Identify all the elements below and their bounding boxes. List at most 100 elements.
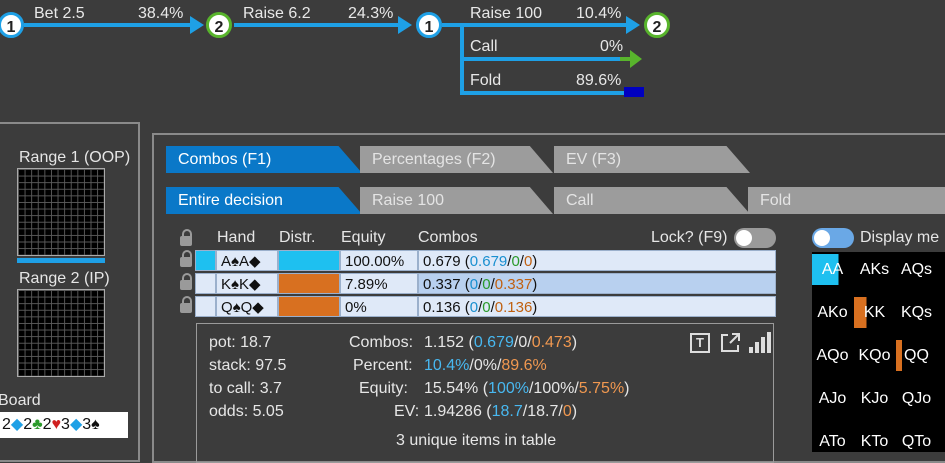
column-header-equity[interactable]: Equity — [341, 229, 386, 246]
action-pct-bet: 38.4% — [138, 5, 184, 22]
stack-value: stack: 97.5 — [209, 357, 287, 374]
action-pct-fold: 89.6% — [576, 72, 622, 89]
combos-cell: 0.679 (0.679/0/0) — [418, 250, 776, 271]
signal-bars-icon[interactable] — [748, 330, 772, 354]
equity-cell: 7.89% — [340, 273, 418, 294]
display-toggle-knob — [814, 230, 830, 246]
card-rank: 3 — [82, 416, 92, 433]
matrix-cell-aqo[interactable]: AQo — [816, 347, 849, 364]
action-pct-call: 0% — [600, 38, 624, 55]
tree-node-oop-3[interactable]: 1 — [416, 12, 442, 38]
card-rank: 3 — [61, 416, 70, 433]
action-label-raise-2[interactable]: Raise 100 — [470, 5, 543, 22]
range-oop-label: Range 1 (OOP) — [19, 149, 131, 166]
row-select-swatch — [195, 296, 216, 317]
combos-cell: 0.136 (0/0/0.136) — [418, 296, 776, 317]
tab-combos[interactable]: Combos (F1) — [166, 146, 362, 173]
lock-toggle-knob — [736, 230, 752, 246]
display-toggle[interactable] — [812, 228, 854, 248]
combos-cell: 0.337 (0/0/0.337) — [418, 273, 776, 294]
to-call-value: to call: 3.7 — [209, 380, 282, 397]
action-label-bet[interactable]: Bet 2.5 — [34, 5, 85, 22]
heart-icon: ♥ — [51, 416, 62, 433]
equity-cell: 100.00% — [340, 250, 418, 271]
range-oop-matrix[interactable] — [17, 168, 105, 256]
distr-bar — [278, 273, 340, 294]
board-card-3: 2♥ — [43, 416, 61, 433]
tree-node-ip-4[interactable]: 2 — [644, 12, 670, 38]
action-label-call[interactable]: Call — [470, 38, 498, 55]
range-oop-selected-bar — [17, 258, 105, 263]
matrix-cell-kk[interactable]: KK — [854, 297, 895, 328]
column-header-distr[interactable]: Distr. — [279, 229, 316, 246]
tree-node-ip-2[interactable]: 2 — [206, 12, 232, 38]
action-label-fold[interactable]: Fold — [470, 72, 502, 89]
tab-ev[interactable]: EV (F3) — [554, 146, 750, 173]
matrix-cell-kjo[interactable]: KJo — [860, 390, 889, 407]
percent-value: 10.4%/0%/89.6% — [424, 357, 547, 374]
lock-toggle[interactable] — [734, 228, 776, 248]
matrix-cell-ato[interactable]: ATo — [819, 433, 846, 450]
text-export-icon[interactable]: T — [690, 333, 710, 353]
popout-icon[interactable] — [718, 331, 742, 355]
ev-label: EV: — [394, 403, 420, 420]
percent-label: Percent: — [353, 357, 413, 374]
card-rank: 2 — [42, 416, 52, 433]
tab-call[interactable]: Call — [554, 187, 750, 214]
ev-value: 1.94286 (18.7/18.7/0) — [424, 403, 578, 420]
club-icon: ♣ — [32, 416, 43, 433]
board-cards[interactable]: 2◆2♣2♥3◆3♠ — [0, 412, 128, 438]
tab-raise-100[interactable]: Raise 100 — [360, 187, 553, 214]
range-ip-matrix[interactable] — [17, 289, 105, 377]
spade-icon: ♠ — [91, 416, 100, 433]
hand-cell: A♠A◆ — [216, 250, 278, 271]
matrix-cell-kqs[interactable]: KQs — [900, 304, 933, 321]
row-lock-icon[interactable] — [180, 273, 192, 290]
row-select-swatch — [195, 250, 216, 271]
tab-percentages[interactable]: Percentages (F2) — [360, 146, 553, 173]
matrix-cell-qto[interactable]: QTo — [901, 433, 932, 450]
matrix-cell-ajo[interactable]: AJo — [818, 390, 847, 407]
tab-entire-decision[interactable]: Entire decision — [166, 187, 362, 214]
card-rank: 2 — [2, 416, 11, 433]
tree-node-oop-1[interactable]: 1 — [0, 12, 24, 38]
board-card-4: 3◆ — [61, 416, 82, 433]
action-label-raise-1[interactable]: Raise 6.2 — [243, 5, 311, 22]
distr-bar — [278, 250, 340, 271]
odds-value: odds: 5.05 — [209, 403, 284, 420]
matrix-cell-ako[interactable]: AKo — [817, 304, 848, 321]
range-ip-label: Range 2 (IP) — [19, 270, 110, 287]
card-rank: 2 — [23, 416, 33, 433]
column-header-combos[interactable]: Combos — [418, 229, 478, 246]
table-item-count: 3 unique items in table — [396, 432, 557, 449]
diamond-icon: ◆ — [69, 416, 83, 433]
equity-label: Equity: — [359, 380, 408, 397]
lock-icon[interactable] — [180, 229, 192, 246]
decision-tree-lines — [24, 16, 644, 97]
matrix-cell-aks[interactable]: AKs — [859, 261, 890, 278]
action-pct-raise-2: 10.4% — [576, 5, 622, 22]
diamond-icon: ◆ — [10, 416, 24, 433]
matrix-cell-kqo[interactable]: KQo — [858, 347, 891, 364]
hand-cell: Q♠Q◆ — [216, 296, 278, 317]
matrix-cell-qjo[interactable]: QJo — [901, 390, 932, 407]
board-card-1: 2◆ — [2, 416, 23, 433]
row-select-swatch — [195, 273, 216, 294]
hand-cell: K♠K◆ — [216, 273, 278, 294]
board-label: Board — [0, 392, 41, 409]
tab-fold[interactable]: Fold — [748, 187, 945, 214]
matrix-cell-qq[interactable]: QQ — [896, 340, 937, 371]
matrix-cell-kto[interactable]: KTo — [860, 433, 889, 450]
action-pct-raise-1: 24.3% — [348, 5, 394, 22]
board-card-2: 2♣ — [23, 416, 42, 433]
distr-bar — [278, 296, 340, 317]
column-header-hand[interactable]: Hand — [217, 229, 256, 246]
row-lock-icon[interactable] — [180, 296, 192, 313]
row-lock-icon[interactable] — [180, 250, 192, 267]
matrix-cell-aa[interactable]: AA — [812, 254, 853, 285]
matrix-cell-aqs[interactable]: AQs — [900, 261, 933, 278]
equity-cell: 0% — [340, 296, 418, 317]
combos-label: Combos: — [349, 334, 414, 351]
display-toggle-label: Display me — [860, 229, 940, 246]
board-card-5: 3♠ — [82, 416, 99, 433]
